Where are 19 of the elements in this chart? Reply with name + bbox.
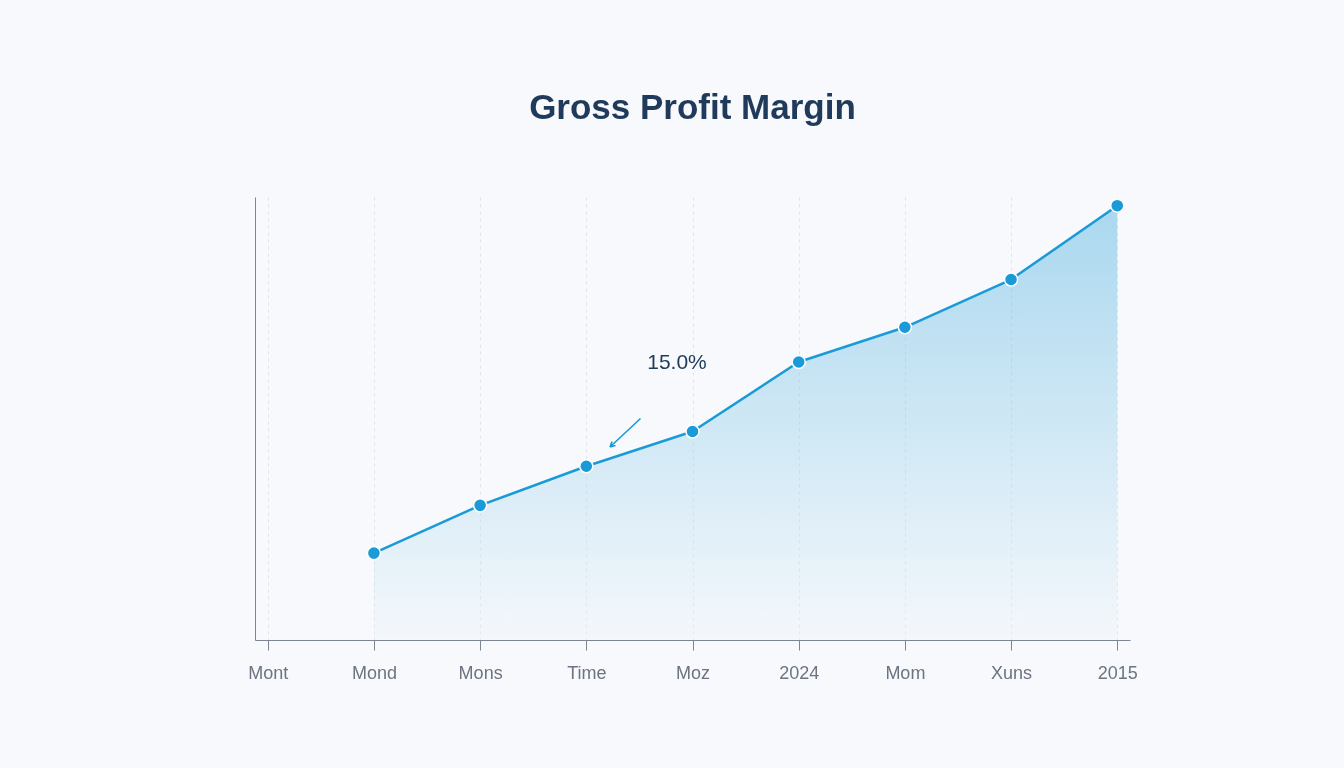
point [1109, 198, 1125, 213]
x-tick-label: Xuns [991, 662, 1033, 683]
chart-title: Gross Profit Margin [529, 87, 856, 127]
x-tick-label: 2015 [1097, 662, 1138, 683]
point [366, 545, 382, 561]
x-tick-label: 2024 [779, 662, 820, 683]
x-tick-label: Moz [675, 662, 711, 683]
point [579, 459, 594, 474]
point [1003, 272, 1019, 287]
point [791, 354, 806, 370]
annotation: 15.0% [647, 350, 707, 373]
point [472, 498, 488, 513]
point [897, 320, 913, 335]
x-tick-label: Mond [351, 662, 397, 683]
x-tick-label: Mont [248, 662, 289, 683]
x-tick-label: Mons [458, 662, 503, 683]
x-tick-label: Time [567, 662, 607, 683]
x-tick-label: Mom [885, 662, 926, 683]
point [685, 424, 700, 439]
